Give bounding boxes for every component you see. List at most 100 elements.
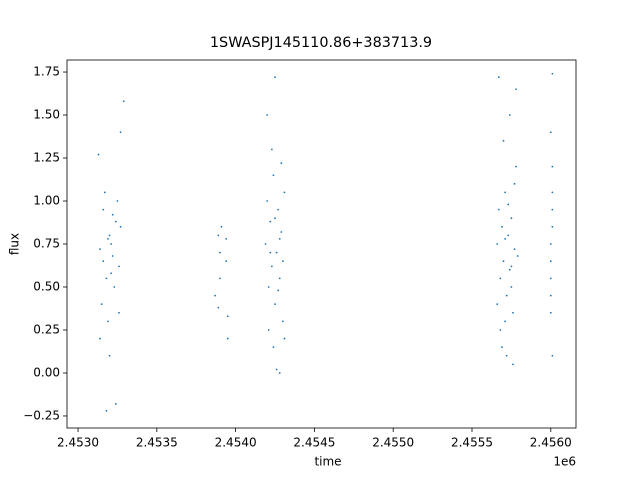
y-tick-label: 1.00 <box>33 194 60 208</box>
point <box>103 191 106 194</box>
point <box>264 243 267 245</box>
point <box>110 272 113 275</box>
point <box>114 220 117 223</box>
point <box>105 409 108 412</box>
y-tick-label: 1.50 <box>33 108 60 122</box>
point <box>510 217 513 220</box>
point <box>218 251 221 254</box>
point <box>512 311 514 314</box>
point <box>515 88 518 91</box>
x-tick-label: 2.4545 <box>293 436 335 450</box>
point <box>225 237 228 240</box>
point <box>496 243 499 245</box>
point <box>281 260 284 263</box>
x-tick-label: 2.4535 <box>136 436 178 450</box>
point <box>274 217 276 220</box>
point <box>119 131 122 134</box>
point <box>214 294 217 297</box>
point <box>551 165 554 168</box>
point <box>272 346 275 349</box>
point <box>497 76 500 79</box>
point <box>220 225 223 228</box>
point <box>501 225 503 228</box>
x-offset-label: 1e6 <box>553 455 576 469</box>
point <box>504 237 506 240</box>
point <box>278 237 281 240</box>
point <box>513 182 516 185</box>
point <box>549 311 552 314</box>
y-tick-label: 1.25 <box>33 151 60 165</box>
point <box>105 277 108 280</box>
point <box>99 248 101 251</box>
x-axis-label: time <box>314 455 341 469</box>
point <box>269 251 272 254</box>
x-tick-label: 2.4550 <box>372 436 414 450</box>
point <box>502 260 505 263</box>
point <box>507 234 510 237</box>
point <box>549 131 552 134</box>
point <box>496 303 499 306</box>
point <box>226 315 229 318</box>
x-tick-label: 2.4555 <box>451 436 493 450</box>
point <box>270 148 273 151</box>
point <box>280 162 283 165</box>
point <box>505 354 508 357</box>
point <box>280 231 283 233</box>
point <box>549 243 552 245</box>
point <box>267 286 270 288</box>
point <box>499 277 502 280</box>
point <box>226 337 229 340</box>
point <box>113 286 116 288</box>
point <box>515 165 518 168</box>
point <box>107 320 109 323</box>
point <box>551 191 554 194</box>
point <box>549 277 552 280</box>
point <box>218 277 221 280</box>
point <box>513 248 516 251</box>
point <box>225 260 228 263</box>
point <box>108 354 111 357</box>
point <box>512 363 514 366</box>
chart-title: 1SWASPJ145110.86+383713.9 <box>210 35 432 51</box>
point <box>504 191 506 194</box>
point <box>267 329 270 331</box>
point <box>499 329 502 331</box>
x-tick-label: 2.4530 <box>57 436 99 450</box>
y-tick-label: −0.25 <box>23 408 60 422</box>
point <box>508 114 511 116</box>
point <box>497 208 500 211</box>
point <box>281 320 284 323</box>
point <box>516 255 519 257</box>
point <box>102 260 105 263</box>
point <box>275 251 278 254</box>
y-tick-label: 0.50 <box>33 279 60 293</box>
point <box>277 208 280 211</box>
x-tick-label: 2.4540 <box>215 436 257 450</box>
point <box>502 139 505 142</box>
y-tick-label: 1.75 <box>33 65 60 79</box>
x-tick-label: 2.4560 <box>530 436 572 450</box>
point <box>102 208 105 211</box>
point <box>277 289 280 292</box>
point <box>111 213 114 216</box>
y-tick-label: 0.00 <box>33 365 60 379</box>
point <box>269 220 272 223</box>
y-tick-label: 0.75 <box>33 237 60 251</box>
point <box>274 303 276 306</box>
y-tick-label: 0.25 <box>33 322 60 336</box>
point <box>122 100 125 103</box>
point <box>114 403 117 405</box>
point <box>275 368 278 371</box>
point <box>551 354 554 357</box>
point <box>504 320 506 323</box>
point <box>551 208 554 211</box>
point <box>510 286 513 288</box>
point <box>266 200 269 202</box>
point <box>551 72 554 75</box>
point <box>274 76 276 79</box>
point <box>551 225 554 228</box>
point <box>107 237 109 240</box>
point <box>97 153 100 156</box>
